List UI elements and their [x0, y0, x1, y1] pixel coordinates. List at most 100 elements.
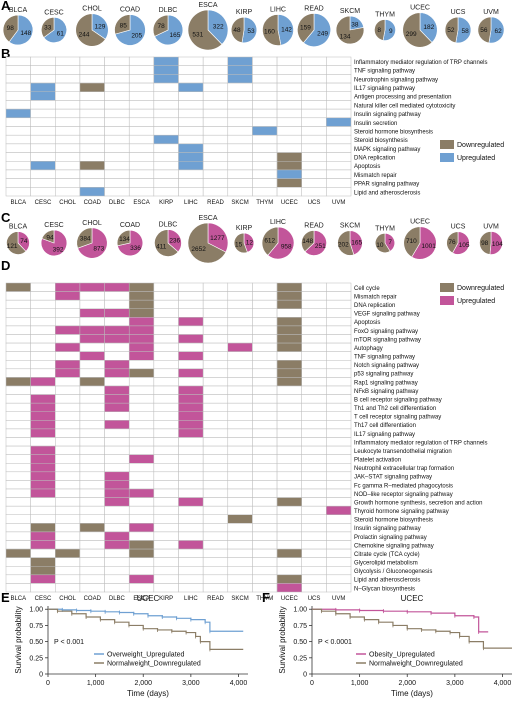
chart-title: UCEC [401, 594, 424, 603]
y-tick-label: 0 [303, 672, 307, 679]
heatmap-cell [153, 143, 179, 153]
heatmap-cell [178, 488, 204, 498]
heatmap-cell [227, 108, 253, 119]
pie-slice-down [444, 16, 459, 44]
column-label: SKCM [231, 596, 248, 602]
heatmap-cell [326, 82, 352, 92]
heatmap-cell [202, 178, 229, 188]
heatmap-cell [104, 505, 130, 515]
heatmap-cell [79, 385, 105, 395]
pie-value-down: 98 [481, 240, 489, 247]
heatmap-cell [252, 143, 278, 153]
heatmap-cell [153, 126, 179, 136]
pie-title: THYM [375, 11, 395, 18]
heatmap-cell [252, 161, 278, 171]
heatmap-cell [128, 437, 155, 447]
heatmap-cell [128, 91, 155, 101]
heatmap-cell [55, 282, 81, 292]
heatmap-cell [202, 557, 229, 567]
pie-title: DLBC [159, 222, 178, 229]
heatmap-cell [178, 471, 204, 481]
heatmap-cell [178, 308, 204, 318]
pie-slice-up [207, 9, 229, 45]
heatmap-cell [30, 143, 56, 153]
heatmap-cell [5, 126, 31, 136]
panel-label: F [262, 590, 270, 605]
heatmap-cell [30, 368, 56, 378]
legend-label: Obesity_Upregulated [369, 652, 435, 659]
heatmap-cell [227, 351, 253, 361]
pie-title: COAD [120, 222, 140, 229]
heatmap-cell [301, 178, 327, 188]
heatmap-cell [30, 317, 56, 327]
heatmap-cell [153, 574, 179, 584]
heatmap-cell [79, 463, 105, 473]
heatmap-cell [178, 420, 204, 430]
heatmap-cell [104, 169, 130, 179]
heatmap-cell [227, 437, 253, 447]
heatmap-cell [301, 437, 327, 447]
heatmap-cell [128, 411, 155, 421]
heatmap-cell [326, 497, 352, 507]
heatmap-cell [79, 169, 105, 179]
heatmap-cell [30, 342, 56, 352]
heatmap-cell [252, 65, 278, 75]
heatmap-cell [202, 325, 229, 335]
heatmap-cell [178, 557, 204, 567]
heatmap-cell [79, 126, 105, 136]
pie-value-down: 85 [120, 22, 128, 29]
heatmap-cell [326, 91, 352, 101]
heatmap-cell [128, 523, 155, 533]
heatmap-cell [79, 368, 105, 378]
heatmap-cell [128, 282, 155, 292]
heatmap-cell [178, 169, 204, 179]
pie-title: READ [304, 222, 323, 229]
row-label: Inflammatory mediator regulation of TRP … [354, 440, 488, 446]
heatmap-cell [178, 497, 204, 507]
heatmap-cell [276, 187, 302, 197]
heatmap-cell [79, 497, 105, 507]
row-label: Inflammatory mediator regulation of TRP … [354, 60, 488, 66]
heatmap-cell [79, 65, 105, 75]
heatmap-cell [5, 65, 31, 75]
heatmap-cell [202, 161, 229, 171]
heatmap-cell [79, 445, 105, 455]
heatmap-cell [178, 514, 204, 524]
heatmap-cell [276, 334, 302, 344]
legend-label: Overweight_Upregulated [107, 652, 185, 659]
heatmap-cell [301, 187, 327, 197]
pie-value-down: 710 [406, 238, 417, 245]
heatmap-cell [55, 471, 81, 481]
heatmap-cell [55, 65, 81, 75]
heatmap-cell [276, 480, 302, 490]
heatmap-cell [227, 540, 253, 550]
heatmap-cell [276, 117, 302, 127]
heatmap-cell [128, 540, 155, 550]
y-tick-label: 1.00 [293, 607, 307, 614]
heatmap-cell [128, 471, 155, 481]
heatmap-cell [252, 471, 278, 481]
heatmap-cell [276, 56, 302, 66]
heatmap-cell [79, 566, 105, 576]
pie-slice-up [267, 226, 295, 260]
heatmap-cell [252, 325, 278, 335]
pie-slice-down [41, 17, 55, 38]
heatmap-cell [30, 505, 56, 515]
heatmap-cell [301, 463, 327, 473]
heatmap-cell [153, 161, 179, 171]
heatmap-cell [104, 282, 130, 292]
heatmap-cell [202, 454, 229, 464]
heatmap-cell [5, 583, 31, 593]
pie-slice-up [241, 16, 258, 44]
heatmap-cell [276, 152, 302, 162]
heatmap-cell [202, 169, 229, 179]
row-label: Mismatch repair [354, 173, 397, 179]
heatmap-cell [301, 100, 327, 110]
panel-label: A [1, 0, 11, 13]
heatmap-cell [55, 411, 81, 421]
heatmap-cell [202, 523, 229, 533]
heatmap-cell [104, 557, 130, 567]
column-label: LIHC [184, 200, 198, 206]
x-tick-label: 0 [46, 680, 50, 687]
pie-value-down: 48 [233, 27, 241, 34]
